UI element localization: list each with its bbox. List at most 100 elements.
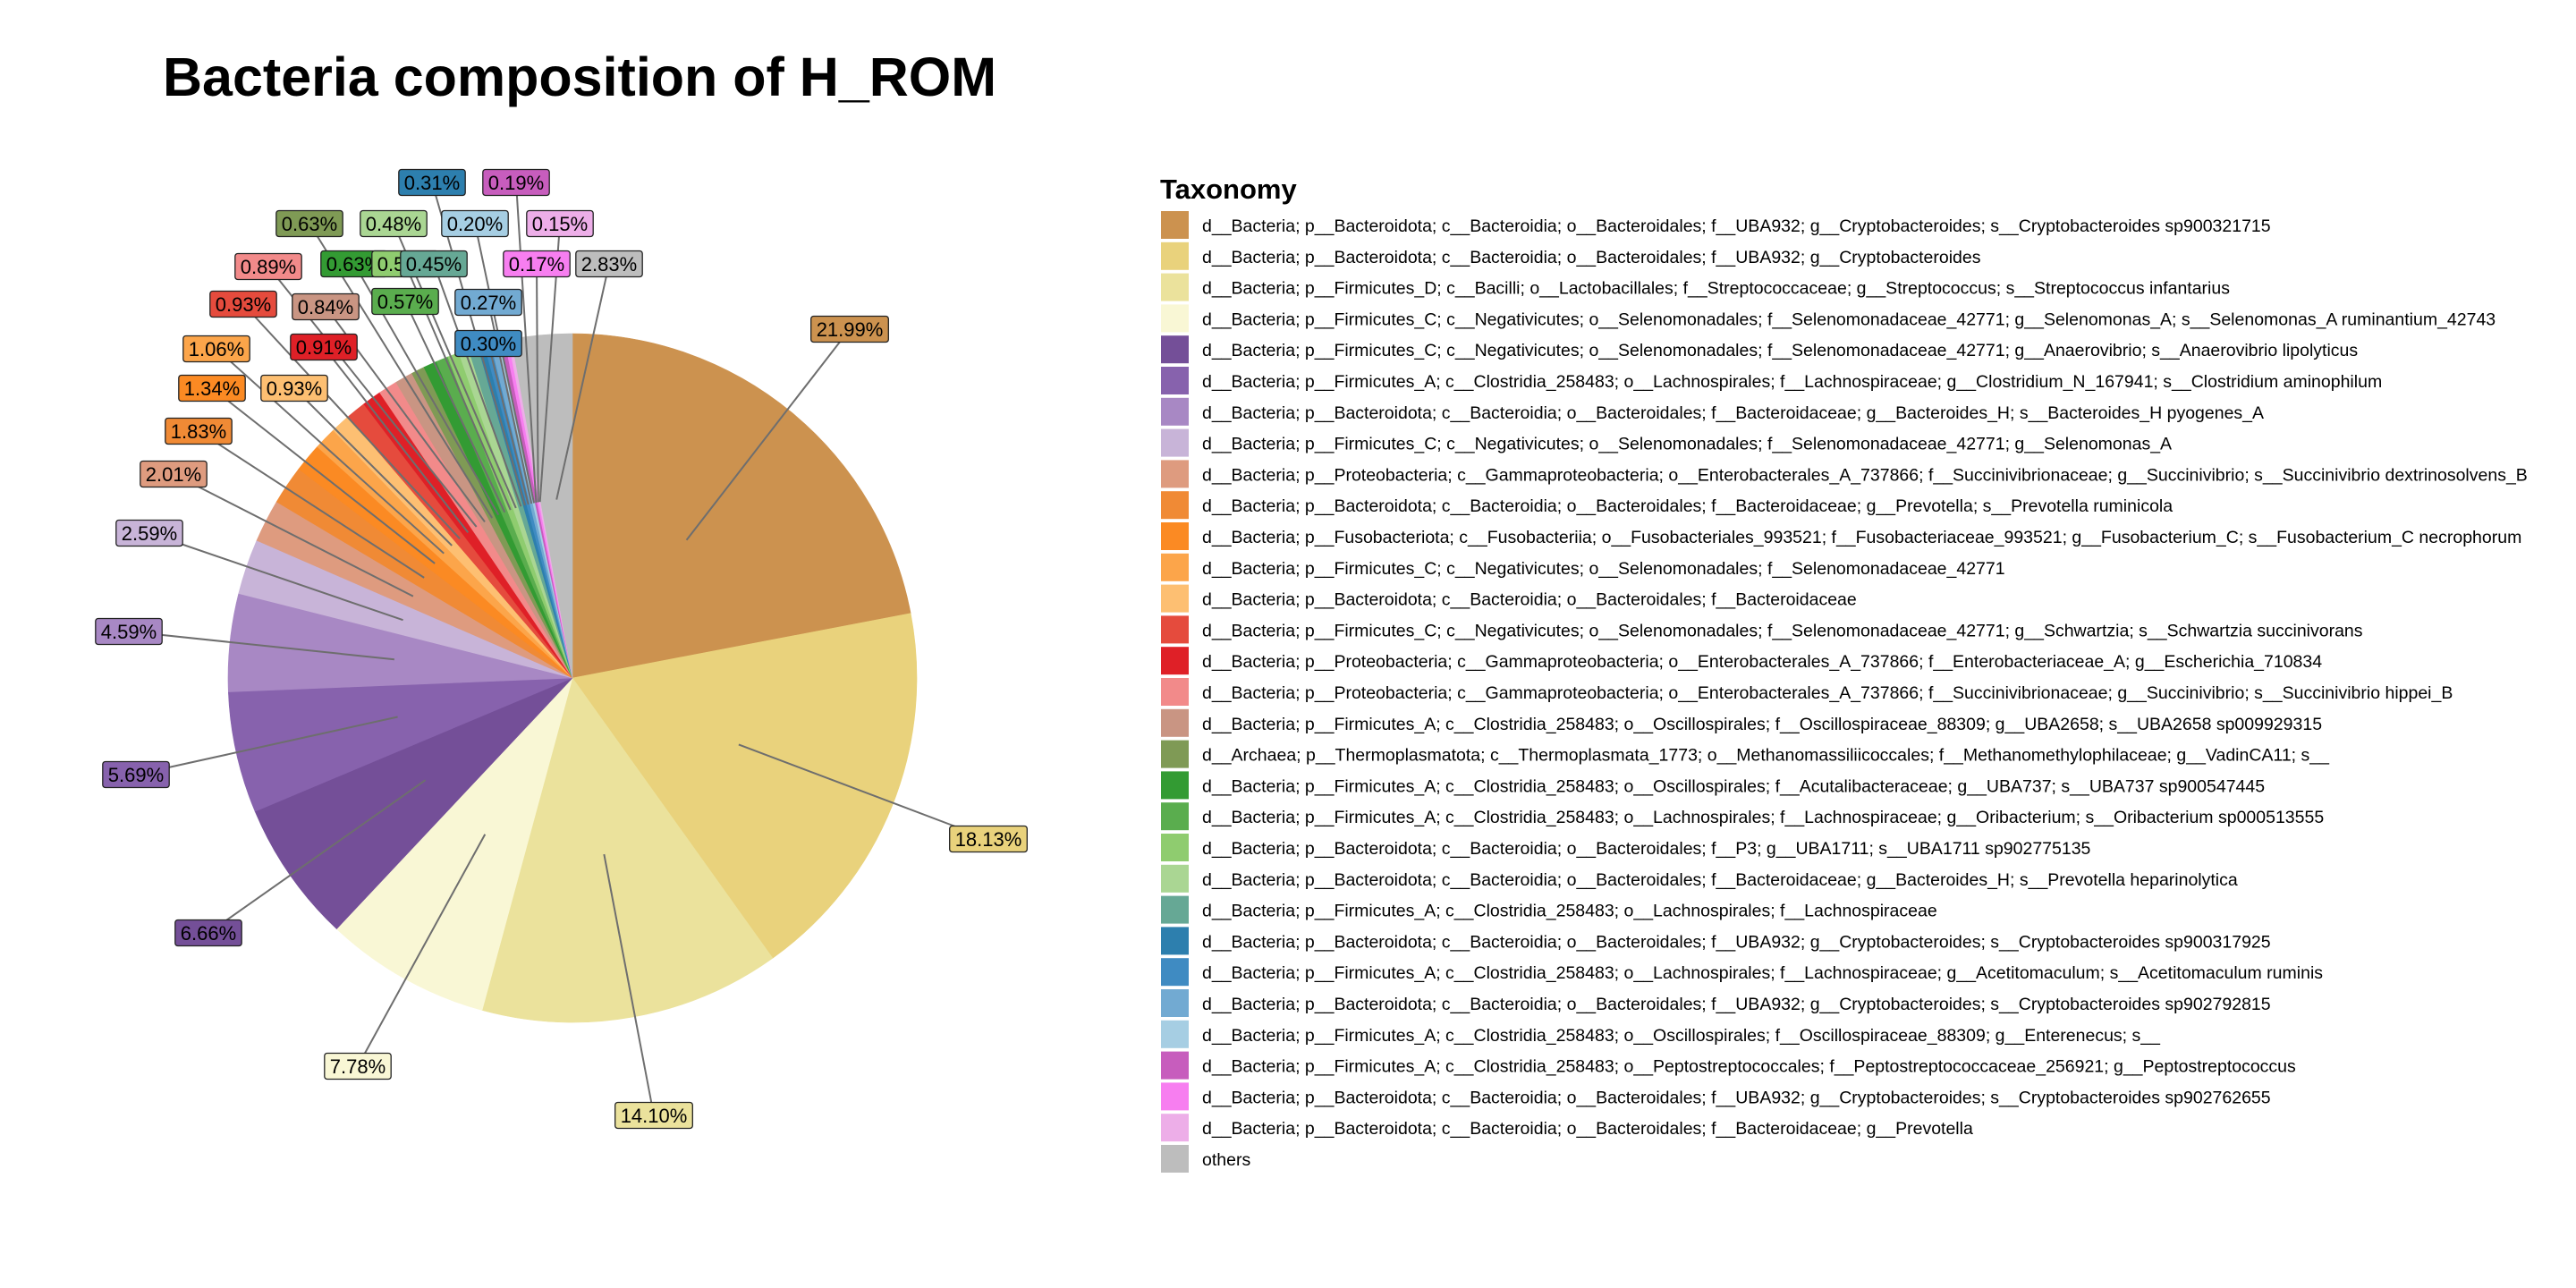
slice-label: 1.06% bbox=[189, 338, 244, 360]
legend-swatch bbox=[1161, 771, 1189, 800]
legend-entry: d__Bacteria; p__Firmicutes_C; c__Negativ… bbox=[1202, 341, 2358, 360]
pie-slice bbox=[481, 677, 774, 1023]
leader-line bbox=[216, 348, 445, 555]
slice-label: 0.15% bbox=[532, 213, 588, 235]
slice-label-box bbox=[454, 288, 522, 317]
legend-entry: d__Bacteria; p__Firmicutes_A; c__Clostri… bbox=[1202, 776, 2265, 796]
legend-swatch bbox=[1161, 864, 1189, 893]
slice-label: 18.13% bbox=[955, 828, 1022, 851]
legend-entry: d__Bacteria; p__Firmicutes_C; c__Negativ… bbox=[1202, 309, 2496, 329]
legend-entry: d__Bacteria; p__Firmicutes_A; c__Clostri… bbox=[1202, 902, 1937, 921]
slice-label: 0.93% bbox=[267, 377, 322, 400]
slice-label-box bbox=[441, 209, 509, 238]
slice-label-box bbox=[398, 168, 466, 197]
slice-label-box bbox=[102, 760, 170, 789]
slice-label: 2.59% bbox=[122, 522, 177, 545]
slice-label: 7.78% bbox=[330, 1055, 386, 1078]
legend-entry: d__Bacteria; p__Bacteroidota; c__Bactero… bbox=[1202, 216, 2271, 236]
legend-swatch bbox=[1161, 958, 1189, 987]
legend-swatch bbox=[1161, 304, 1189, 333]
slice-label-box bbox=[290, 333, 358, 361]
leader-line bbox=[323, 346, 470, 533]
slice-label: 0.27% bbox=[461, 292, 516, 314]
legend-swatch bbox=[1161, 211, 1189, 239]
slice-label-box bbox=[810, 315, 889, 343]
legend-entry: d__Bacteria; p__Firmicutes_A; c__Clostri… bbox=[1202, 808, 2324, 827]
legend-entry: d__Bacteria; p__Firmicutes_A; c__Clostri… bbox=[1202, 963, 2323, 983]
slice-label-box bbox=[614, 1101, 693, 1130]
slice-label: 2.83% bbox=[581, 253, 637, 275]
legend-entry: d__Bacteria; p__Bacteroidota; c__Bactero… bbox=[1202, 496, 2173, 516]
legend-swatch bbox=[1161, 584, 1189, 613]
legend-entry: d__Bacteria; p__Bacteroidota; c__Bactero… bbox=[1202, 839, 2091, 859]
legend-swatch bbox=[1161, 335, 1189, 364]
pie-slice bbox=[254, 677, 573, 929]
legend-swatch bbox=[1161, 397, 1189, 426]
slice-label: 1.34% bbox=[184, 377, 240, 400]
leader-line bbox=[198, 430, 425, 579]
leader-line bbox=[173, 473, 414, 597]
legend-swatch bbox=[1161, 740, 1189, 768]
legend-swatch bbox=[1161, 708, 1189, 737]
legend-swatch bbox=[1161, 895, 1189, 924]
slice-label-box bbox=[174, 919, 242, 947]
legend-entry: d__Bacteria; p__Proteobacteria; c__Gamma… bbox=[1202, 683, 2453, 703]
legend-swatch bbox=[1161, 491, 1189, 520]
legend-swatch bbox=[1161, 1145, 1189, 1173]
legend-entry: d__Bacteria; p__Bacteroidota; c__Bactero… bbox=[1202, 1088, 2271, 1107]
slice-label: 0.31% bbox=[404, 172, 460, 194]
slice-label-box bbox=[526, 209, 594, 238]
slice-label-box bbox=[575, 250, 643, 278]
legend-entry: d__Bacteria; p__Bacteroidota; c__Bactero… bbox=[1202, 932, 2271, 952]
slice-label: 0.20% bbox=[447, 213, 503, 235]
slice-label-box bbox=[115, 519, 183, 547]
legend-entry: d__Bacteria; p__Bacteroidota; c__Bactero… bbox=[1202, 870, 2238, 890]
pie-slices bbox=[227, 333, 918, 1023]
slice-label: 5.69% bbox=[108, 764, 164, 786]
legend-entry: d__Bacteria; p__Firmicutes_A; c__Clostri… bbox=[1202, 372, 2382, 392]
pie-slice bbox=[572, 613, 918, 959]
slice-label-box bbox=[454, 329, 522, 358]
slice-label-box bbox=[178, 374, 246, 402]
legend-entry: d__Bacteria; p__Bacteroidota; c__Bactero… bbox=[1202, 1119, 1973, 1139]
leader-line bbox=[357, 834, 487, 1067]
leader-line bbox=[536, 263, 539, 503]
slice-label: 0.48% bbox=[366, 213, 421, 235]
legend-entry: others bbox=[1202, 1150, 1250, 1170]
slice-label: 6.66% bbox=[181, 922, 236, 945]
leader-line bbox=[208, 779, 427, 934]
slice-label-box bbox=[503, 250, 571, 278]
legend-swatch bbox=[1161, 553, 1189, 581]
slice-label-box bbox=[260, 374, 328, 402]
slice-label-box bbox=[360, 209, 428, 238]
slice-label: 0.63% bbox=[282, 213, 337, 235]
legend-swatch bbox=[1161, 989, 1189, 1017]
slice-label-box bbox=[95, 617, 163, 646]
slice-label-box bbox=[234, 252, 302, 281]
legend-entry: d__Bacteria; p__Firmicutes_C; c__Negativ… bbox=[1202, 621, 2363, 640]
leader-line bbox=[404, 301, 506, 513]
legend-swatch bbox=[1161, 1051, 1189, 1080]
legend-swatch bbox=[1161, 647, 1189, 675]
legend-entry: d__Bacteria; p__Proteobacteria; c__Gamma… bbox=[1202, 652, 2322, 672]
chart-title: Bacteria composition of H_ROM bbox=[163, 47, 996, 107]
legend-entry: d__Bacteria; p__Bacteroidota; c__Bactero… bbox=[1202, 995, 2271, 1014]
legend-entry: d__Bacteria; p__Firmicutes_C; c__Negativ… bbox=[1202, 559, 2005, 579]
slice-label: 21.99% bbox=[817, 318, 884, 341]
legend-swatch bbox=[1161, 428, 1189, 457]
slice-label: 4.59% bbox=[101, 621, 157, 643]
slice-label: 0.17% bbox=[509, 253, 564, 275]
slice-label-box bbox=[209, 290, 277, 318]
slice-label-box bbox=[182, 335, 250, 363]
slice-label-box bbox=[949, 825, 1028, 853]
slice-label-box bbox=[324, 1052, 392, 1080]
legend-entry: d__Bacteria; p__Proteobacteria; c__Gamma… bbox=[1202, 465, 2528, 485]
legend-entry: d__Bacteria; p__Firmicutes_A; c__Clostri… bbox=[1202, 1026, 2161, 1046]
legend-swatch bbox=[1161, 927, 1189, 955]
leader-line bbox=[603, 853, 655, 1116]
leader-line bbox=[555, 263, 610, 500]
legend-swatch bbox=[1161, 802, 1189, 831]
slice-label: 0.93% bbox=[216, 293, 271, 316]
pie-slice bbox=[335, 677, 573, 1011]
legend-swatch bbox=[1161, 522, 1189, 550]
